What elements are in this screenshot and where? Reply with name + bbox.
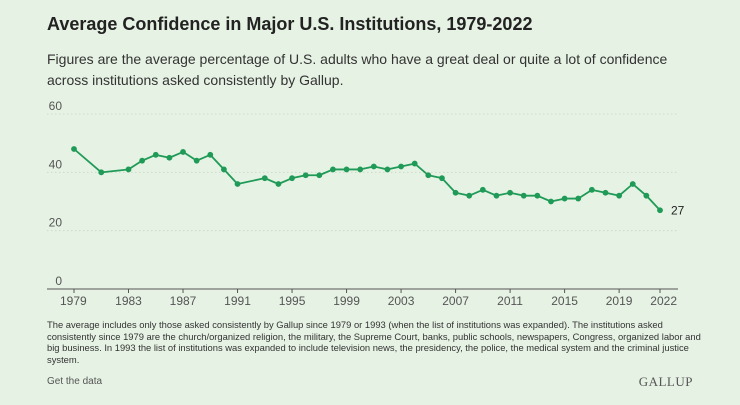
series-line <box>73 148 661 211</box>
data-point <box>180 149 186 155</box>
data-point <box>466 192 473 199</box>
data-point <box>575 195 582 202</box>
data-point <box>193 157 200 164</box>
data-point <box>207 151 214 158</box>
data-point <box>357 166 364 173</box>
data-point <box>452 189 459 196</box>
y-axis-ticks: 0 20 40 60 <box>49 99 63 288</box>
x-tick-label: 1983 <box>115 294 142 308</box>
data-point <box>275 181 282 187</box>
data-point <box>657 207 663 214</box>
x-tick-label: 2022 <box>650 294 677 308</box>
data-point <box>425 172 432 179</box>
x-tick-label: 1987 <box>170 294 197 308</box>
y-tick-label: 20 <box>49 216 63 230</box>
data-point <box>289 175 295 182</box>
y-tick-label: 60 <box>49 99 63 113</box>
data-point <box>411 160 418 167</box>
data-point <box>643 192 650 199</box>
data-point <box>152 151 159 158</box>
x-tick-label: 2019 <box>606 294 633 308</box>
data-point <box>234 181 241 187</box>
data-point <box>398 163 404 170</box>
data-point <box>561 195 568 202</box>
x-tick-label: 2003 <box>388 294 415 308</box>
gridlines <box>47 113 678 290</box>
data-point <box>125 166 132 173</box>
data-point <box>616 192 623 199</box>
x-axis-ticks: 1979 1983 1987 1991 1995 1999 2003 2007 2011 2015… <box>60 289 677 308</box>
x-tick-label: 2011 <box>497 294 523 308</box>
methodology-note: The average includes only those asked co… <box>47 319 701 365</box>
data-point <box>166 154 173 161</box>
data-point <box>261 175 268 182</box>
x-tick-label: 2015 <box>551 294 578 308</box>
chart-subtitle: Figures are the average percentage of U.… <box>47 51 668 88</box>
data-point <box>507 189 513 196</box>
gallup-logo: GALLUP <box>638 374 693 389</box>
data-point <box>520 192 527 199</box>
chart-title: Average Confidence in Major U.S. Institu… <box>47 14 533 34</box>
data-point <box>439 175 445 182</box>
data-point <box>139 157 146 164</box>
series-line-layer <box>73 148 661 211</box>
data-point <box>330 166 336 173</box>
data-point <box>548 198 554 205</box>
y-tick-label: 0 <box>55 274 62 288</box>
line-chart: 0 20 40 60 1979 1983 1987 1991 1995 1999 2003 2007… <box>47 99 685 308</box>
data-point <box>98 169 105 176</box>
data-point <box>316 172 323 179</box>
y-tick-label: 40 <box>49 157 63 171</box>
data-point <box>629 181 636 187</box>
x-tick-label: 1999 <box>333 294 360 308</box>
data-point <box>343 166 350 173</box>
x-tick-label: 1979 <box>60 294 87 308</box>
data-point <box>493 192 500 199</box>
data-point <box>370 163 377 170</box>
data-point <box>588 186 595 193</box>
data-point <box>534 192 541 199</box>
data-point <box>71 146 77 152</box>
data-point <box>302 172 309 179</box>
x-tick-label: 2007 <box>442 294 469 308</box>
series-points <box>71 146 663 214</box>
end-value-label: 27 <box>671 203 685 217</box>
data-point <box>221 166 227 173</box>
data-point <box>384 166 391 173</box>
x-tick-label: 1995 <box>279 294 306 308</box>
data-point <box>479 186 486 193</box>
data-point <box>602 189 609 196</box>
get-the-data-link[interactable]: Get the data <box>47 376 103 387</box>
x-tick-label: 1991 <box>224 294 251 308</box>
